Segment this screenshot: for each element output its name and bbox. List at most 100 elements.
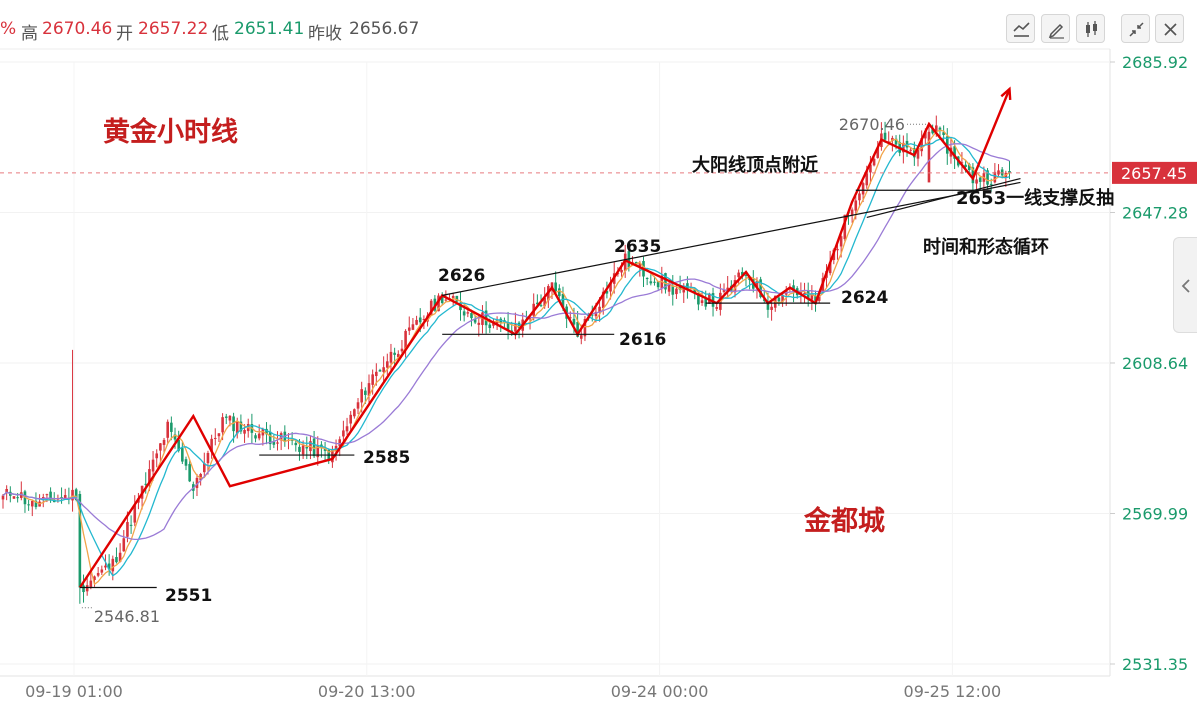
candle-body bbox=[960, 162, 964, 164]
candle-body bbox=[276, 442, 279, 444]
candle-body bbox=[755, 280, 759, 288]
candle-body bbox=[528, 318, 532, 320]
candle-body bbox=[759, 279, 762, 298]
pct-symbol: % bbox=[0, 19, 17, 39]
x-tick-label: 09-19 01:00 bbox=[25, 682, 123, 701]
candle-body bbox=[89, 580, 93, 588]
candle-body bbox=[781, 294, 784, 302]
candle-body bbox=[872, 158, 876, 166]
candle-body bbox=[107, 563, 111, 569]
candle-body bbox=[953, 146, 956, 159]
candle-body bbox=[162, 439, 166, 445]
candle-body bbox=[993, 171, 997, 183]
candle-body bbox=[411, 324, 415, 330]
candle-body bbox=[902, 142, 905, 153]
candle-body bbox=[656, 281, 660, 288]
candle-body bbox=[5, 488, 8, 494]
chevron-left-icon bbox=[1181, 279, 1190, 293]
candle-body bbox=[12, 496, 16, 499]
candle-body bbox=[741, 271, 744, 275]
candle-body bbox=[539, 305, 543, 307]
candle-body bbox=[407, 327, 411, 331]
prev-close-label: 昨收 bbox=[308, 24, 342, 44]
candle-body bbox=[78, 493, 82, 588]
candle-body bbox=[199, 474, 202, 481]
candle-body bbox=[675, 288, 678, 295]
candle-body bbox=[82, 585, 85, 593]
candle-body bbox=[74, 489, 78, 500]
candle-body bbox=[243, 430, 246, 434]
candle-body bbox=[1008, 171, 1011, 173]
candle-body bbox=[382, 367, 385, 373]
chart-type-button[interactable] bbox=[1076, 14, 1105, 43]
chart-title: 黄金小时线 bbox=[103, 116, 238, 148]
x-tick-label: 09-20 13:00 bbox=[318, 682, 416, 701]
candle-body bbox=[181, 448, 184, 462]
candle-body bbox=[488, 324, 492, 329]
candle-body bbox=[356, 402, 360, 409]
candle-body bbox=[876, 147, 880, 158]
candle-body bbox=[111, 558, 115, 572]
candle-body bbox=[543, 298, 546, 307]
annotation-label: 2616 bbox=[619, 330, 666, 350]
candle-body bbox=[63, 495, 67, 500]
candle-body bbox=[342, 430, 345, 437]
current-price-tag bbox=[1112, 161, 1197, 184]
annotation-label: 2626 bbox=[438, 266, 485, 286]
candle-body bbox=[971, 167, 975, 184]
candle-body bbox=[964, 164, 967, 168]
candle-body bbox=[766, 302, 770, 310]
candle-body bbox=[331, 449, 334, 463]
pencil-icon bbox=[1048, 23, 1064, 39]
collapse-button[interactable] bbox=[1121, 14, 1150, 43]
candle-body bbox=[869, 164, 872, 173]
candle-body bbox=[810, 294, 814, 300]
candle-body bbox=[997, 170, 1000, 175]
candle-body bbox=[290, 439, 294, 441]
candle-body bbox=[203, 463, 206, 473]
y-tick-label: 2569.99 bbox=[1122, 505, 1188, 524]
candle-body bbox=[323, 449, 327, 451]
candle-body bbox=[605, 290, 609, 294]
candle-body bbox=[455, 295, 459, 302]
candle-body bbox=[664, 273, 667, 290]
candle-body bbox=[170, 422, 173, 432]
candle-body bbox=[817, 294, 821, 301]
draw-button[interactable] bbox=[1041, 14, 1070, 43]
candle-body bbox=[558, 288, 561, 297]
candle-body bbox=[704, 298, 708, 307]
candle-body bbox=[722, 290, 726, 292]
candle-body bbox=[235, 421, 239, 434]
candle-body bbox=[667, 283, 671, 292]
candle-body bbox=[239, 421, 243, 432]
candle-body bbox=[126, 522, 129, 537]
side-panel-toggle[interactable] bbox=[1173, 237, 1197, 333]
candle-body bbox=[697, 293, 700, 305]
candle-body bbox=[744, 275, 748, 277]
candle-body bbox=[195, 477, 199, 489]
candle-body bbox=[133, 505, 137, 523]
line-tool-button[interactable] bbox=[1006, 14, 1035, 43]
candle-body bbox=[975, 179, 978, 184]
candle-body bbox=[360, 389, 363, 403]
candle-body bbox=[96, 573, 100, 576]
candle-body bbox=[649, 281, 653, 284]
candle-body bbox=[894, 138, 898, 145]
lower-trend-line bbox=[866, 177, 1021, 219]
candle-body bbox=[228, 415, 232, 421]
candle-body bbox=[737, 272, 740, 278]
candle-body bbox=[334, 445, 338, 451]
candle-body bbox=[122, 538, 126, 552]
close-button[interactable] bbox=[1155, 14, 1184, 43]
candle-body bbox=[828, 262, 832, 274]
candle-body bbox=[858, 193, 861, 201]
candle-body bbox=[60, 497, 63, 499]
candle-body bbox=[590, 314, 594, 316]
close-icon bbox=[1164, 23, 1177, 36]
candle-body bbox=[279, 433, 283, 441]
trend-arrow-head bbox=[1000, 86, 1012, 100]
candle-body bbox=[440, 294, 444, 303]
quote-bar: % 高 2670.46 开 2657.22 低 2651.41 昨收 2656.… bbox=[0, 0, 1197, 48]
ma10-line bbox=[2, 136, 1010, 577]
